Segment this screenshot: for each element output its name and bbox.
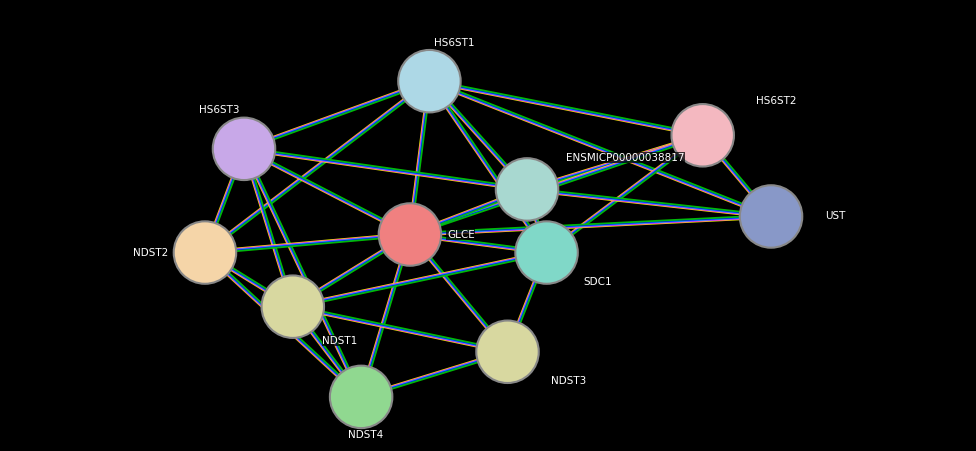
Text: HS6ST1: HS6ST1 — [433, 38, 474, 48]
Ellipse shape — [379, 203, 441, 266]
Text: NDST1: NDST1 — [322, 336, 357, 345]
Ellipse shape — [496, 158, 558, 221]
Ellipse shape — [398, 50, 461, 112]
Text: GLCE: GLCE — [447, 230, 474, 239]
Text: UST: UST — [825, 212, 845, 221]
Text: HS6ST3: HS6ST3 — [199, 106, 240, 115]
Ellipse shape — [213, 118, 275, 180]
Ellipse shape — [671, 104, 734, 166]
Text: HS6ST2: HS6ST2 — [756, 97, 796, 106]
Ellipse shape — [330, 366, 392, 428]
Text: NDST4: NDST4 — [348, 430, 384, 440]
Ellipse shape — [476, 321, 539, 383]
Text: ENSMICP00000038817: ENSMICP00000038817 — [566, 153, 684, 163]
Ellipse shape — [740, 185, 802, 248]
Text: NDST3: NDST3 — [551, 376, 587, 386]
Ellipse shape — [515, 221, 578, 284]
Text: NDST2: NDST2 — [133, 248, 168, 258]
Text: SDC1: SDC1 — [584, 277, 612, 287]
Ellipse shape — [174, 221, 236, 284]
Ellipse shape — [262, 276, 324, 338]
